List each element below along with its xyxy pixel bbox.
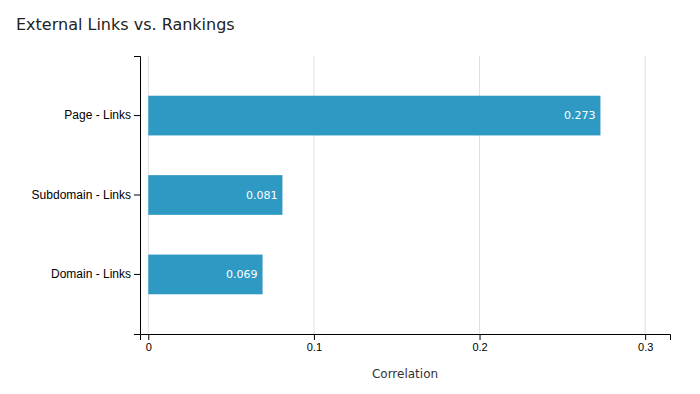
y-tick-mark [134, 195, 140, 196]
y-tick-mark [134, 115, 140, 116]
chart: 0 0.1 0.2 0.3 Domain - Links Subdomain - Link… [0, 0, 700, 394]
x-axis: 0 0.1 0.2 0.3 [141, 334, 671, 353]
bar [148, 96, 600, 136]
x-tick-mark [645, 334, 646, 340]
y-axis-line [134, 57, 141, 335]
x-tick-mark [480, 334, 481, 340]
y-tick-label: Domain - Links [51, 267, 131, 281]
bar [148, 255, 262, 295]
x-tick-mark [148, 334, 149, 340]
data-labels: 0.069 0.081 0.273 [226, 109, 595, 281]
x-axis-title: Correlation [372, 367, 438, 381]
y-tick: Page - Links [64, 108, 140, 122]
bar [148, 175, 282, 215]
y-tick-label: Page - Links [64, 108, 131, 122]
x-tick: 0.2 [472, 334, 487, 353]
grid-line [645, 56, 646, 334]
y-axis: Domain - Links Subdomain - Links Page - Li… [32, 57, 141, 335]
x-tick: 0.3 [638, 334, 653, 353]
x-tick: 0 [146, 334, 152, 353]
bars [148, 96, 600, 295]
data-label: 0.081 [246, 189, 278, 202]
title: External Links vs. Rankings [16, 15, 235, 34]
x-tick-label: 0 [146, 341, 152, 353]
x-tick: 0.1 [307, 334, 322, 353]
x-tick-label: 0.2 [472, 341, 487, 353]
y-tick-mark [134, 274, 140, 275]
y-tick: Domain - Links [51, 267, 140, 281]
y-tick: Subdomain - Links [32, 188, 140, 202]
grid [148, 56, 645, 334]
x-tick-label: 0.1 [307, 341, 322, 353]
y-tick-label: Subdomain - Links [32, 188, 131, 202]
x-axis-line [141, 335, 671, 341]
plot: 0 0.1 0.2 0.3 Domain - Links Subdomain - Link… [32, 56, 671, 353]
data-label: 0.273 [564, 109, 596, 122]
data-label: 0.069 [226, 268, 258, 281]
x-tick-label: 0.3 [638, 341, 653, 353]
x-tick-mark [314, 334, 315, 340]
